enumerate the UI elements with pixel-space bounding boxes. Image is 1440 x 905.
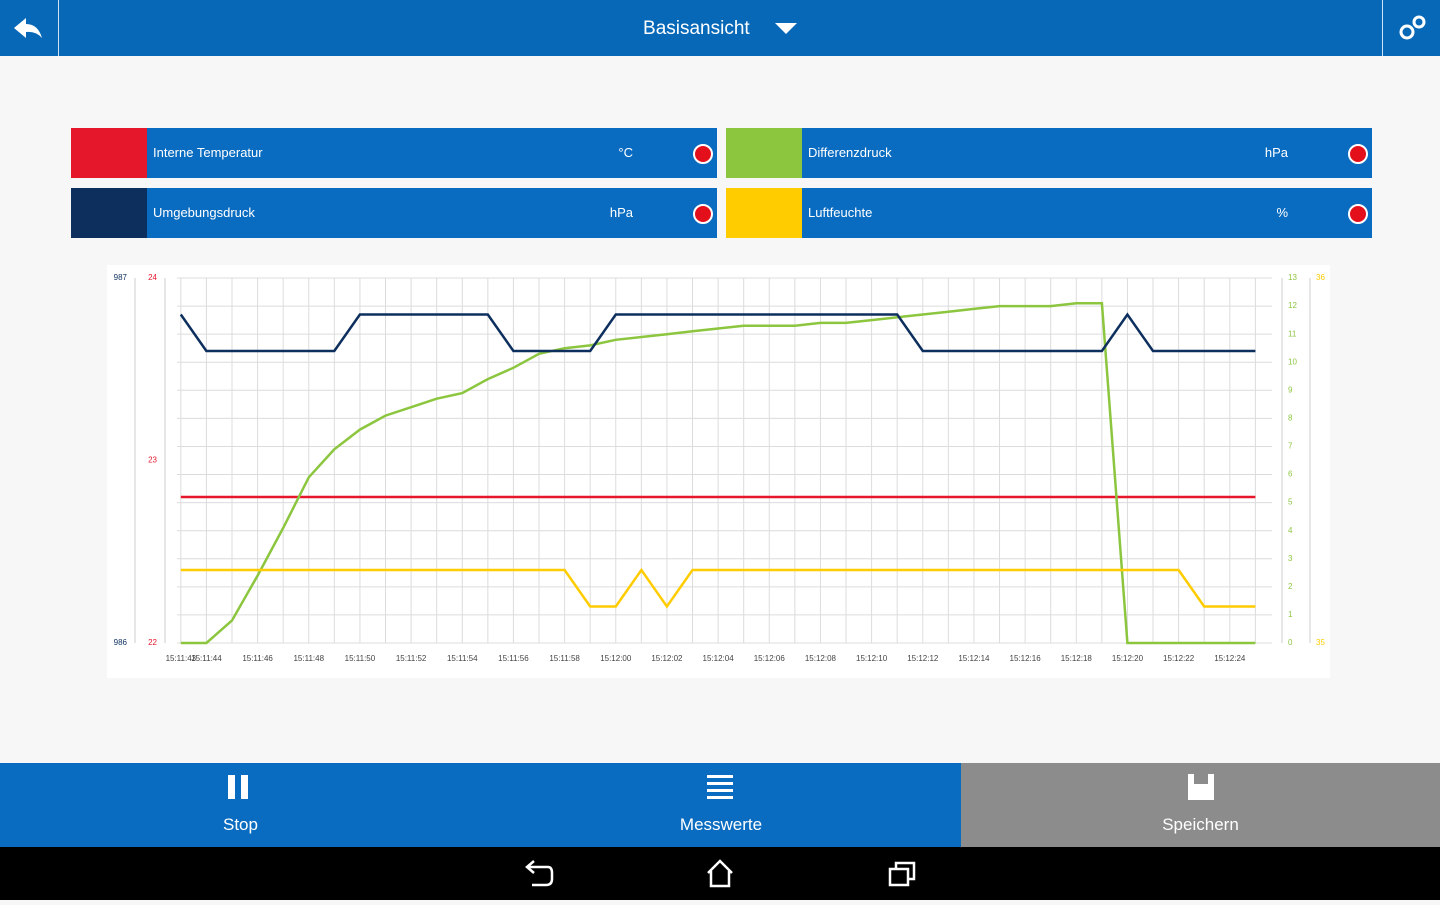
legend-entry[interactable]: Differenzdruck hPa <box>726 128 1372 178</box>
legend-swatch <box>726 188 802 238</box>
x-tick-label: 15:12:06 <box>754 654 786 663</box>
legend-unit: hPa <box>609 205 633 220</box>
legend-label: Interne Temperatur <box>153 145 263 160</box>
legend-label: Umgebungsdruck <box>153 205 255 220</box>
record-indicator <box>1348 144 1368 164</box>
x-tick-label: 15:11:54 <box>447 654 478 663</box>
y-tick-label: 8 <box>1288 413 1293 422</box>
legend-swatch <box>726 128 802 178</box>
settings-button[interactable] <box>1382 0 1440 56</box>
x-tick-label: 15:12:08 <box>805 654 837 663</box>
x-tick-label: 15:12:24 <box>1214 654 1246 663</box>
legend-unit: hPa <box>1264 145 1288 160</box>
series-line <box>180 302 1256 645</box>
x-tick-label: 15:11:44 <box>191 654 222 663</box>
y-tick-label: 10 <box>1288 357 1297 366</box>
button-label: Speichern <box>1162 815 1239 834</box>
pause-icon <box>228 775 248 799</box>
y-tick-label: 987 <box>114 273 128 282</box>
y-tick-label: 22 <box>148 638 157 647</box>
system-nav-bar <box>0 847 1440 900</box>
x-tick-label: 15:12:00 <box>600 654 632 663</box>
y-tick-label: 23 <box>148 456 157 465</box>
button-label: Messwerte <box>679 815 763 834</box>
y-tick-label: 13 <box>1288 273 1297 282</box>
y-tick-label: 7 <box>1288 442 1293 451</box>
x-tick-label: 15:11:50 <box>345 654 376 663</box>
view-selector[interactable]: Basisansicht <box>0 0 1440 56</box>
legend-entry[interactable]: Umgebungsdruck hPa <box>71 188 717 238</box>
y-tick-label: 36 <box>1316 273 1325 282</box>
save-icon <box>1188 774 1214 800</box>
x-tick-label: 15:11:58 <box>549 654 580 663</box>
y-tick-label: 1 <box>1288 610 1293 619</box>
legend-unit: % <box>1276 205 1288 220</box>
legend-swatch <box>71 128 147 178</box>
y-tick-label: 12 <box>1288 301 1297 310</box>
x-tick-label: 15:12:16 <box>1010 654 1042 663</box>
legend-entry[interactable]: Interne Temperatur °C <box>71 128 717 178</box>
series-line <box>179 312 1256 353</box>
chart-panel: 15:11:43 15:11:44 15:11:46 15:11:48 15:11:50… <box>107 265 1330 678</box>
x-tick-label: 15:11:43 <box>166 654 197 663</box>
x-tick-label: 15:12:20 <box>1112 654 1144 663</box>
back-button[interactable] <box>0 0 59 56</box>
y-tick-label: 11 <box>1288 329 1297 338</box>
button-label: Stop <box>223 815 258 834</box>
x-tick-label: 15:12:22 <box>1163 654 1195 663</box>
x-tick-label: 15:12:04 <box>703 654 735 663</box>
record-indicator <box>1348 204 1368 224</box>
x-tick-label: 15:11:56 <box>498 654 529 663</box>
y-tick-label: 24 <box>148 273 157 282</box>
y-tick-label: 3 <box>1288 554 1293 563</box>
x-tick-label: 15:11:52 <box>396 654 427 663</box>
x-tick-label: 15:12:10 <box>856 654 888 663</box>
record-indicator <box>693 204 713 224</box>
x-tick-label: 15:12:12 <box>907 654 939 663</box>
x-tick-label: 15:12:02 <box>651 654 683 663</box>
list-icon <box>707 775 733 799</box>
x-tick-label: 15:12:18 <box>1061 654 1093 663</box>
series-line <box>180 567 1256 609</box>
legend-entry[interactable]: Luftfeuchte% <box>726 188 1372 238</box>
view-title: Basisansicht <box>643 18 750 39</box>
settings-icon <box>1399 15 1426 40</box>
record-indicator <box>693 144 713 164</box>
y-tick-label: 35 <box>1316 638 1325 647</box>
x-tick-label: 15:11:48 <box>293 654 324 663</box>
x-tick-label: 15:11:46 <box>242 654 273 663</box>
nav-icons <box>525 859 916 888</box>
y-tick-label: 9 <box>1288 385 1293 394</box>
x-tick-label: 15:12:14 <box>958 654 990 663</box>
values-button[interactable]: Messwerte <box>481 763 961 847</box>
legend-swatch <box>71 188 147 238</box>
save-button[interactable]: Speichern <box>961 763 1440 847</box>
y-tick-label: 4 <box>1288 526 1293 535</box>
y-tick-label: 6 <box>1288 470 1293 479</box>
dropdown-arrow <box>774 23 797 34</box>
legend-label: Luftfeuchte <box>808 205 873 220</box>
y-tick-label: 5 <box>1288 498 1293 507</box>
top-bar <box>0 0 1440 56</box>
stop-button[interactable]: Stop <box>0 763 481 847</box>
legend-unit: °C <box>618 145 633 160</box>
legend-label: Differenzdruck <box>808 145 892 160</box>
y-tick-label: 0 <box>1288 638 1293 647</box>
y-tick-label: 986 <box>114 638 128 647</box>
y-tick-label: 2 <box>1288 582 1293 591</box>
back-icon <box>14 18 42 38</box>
